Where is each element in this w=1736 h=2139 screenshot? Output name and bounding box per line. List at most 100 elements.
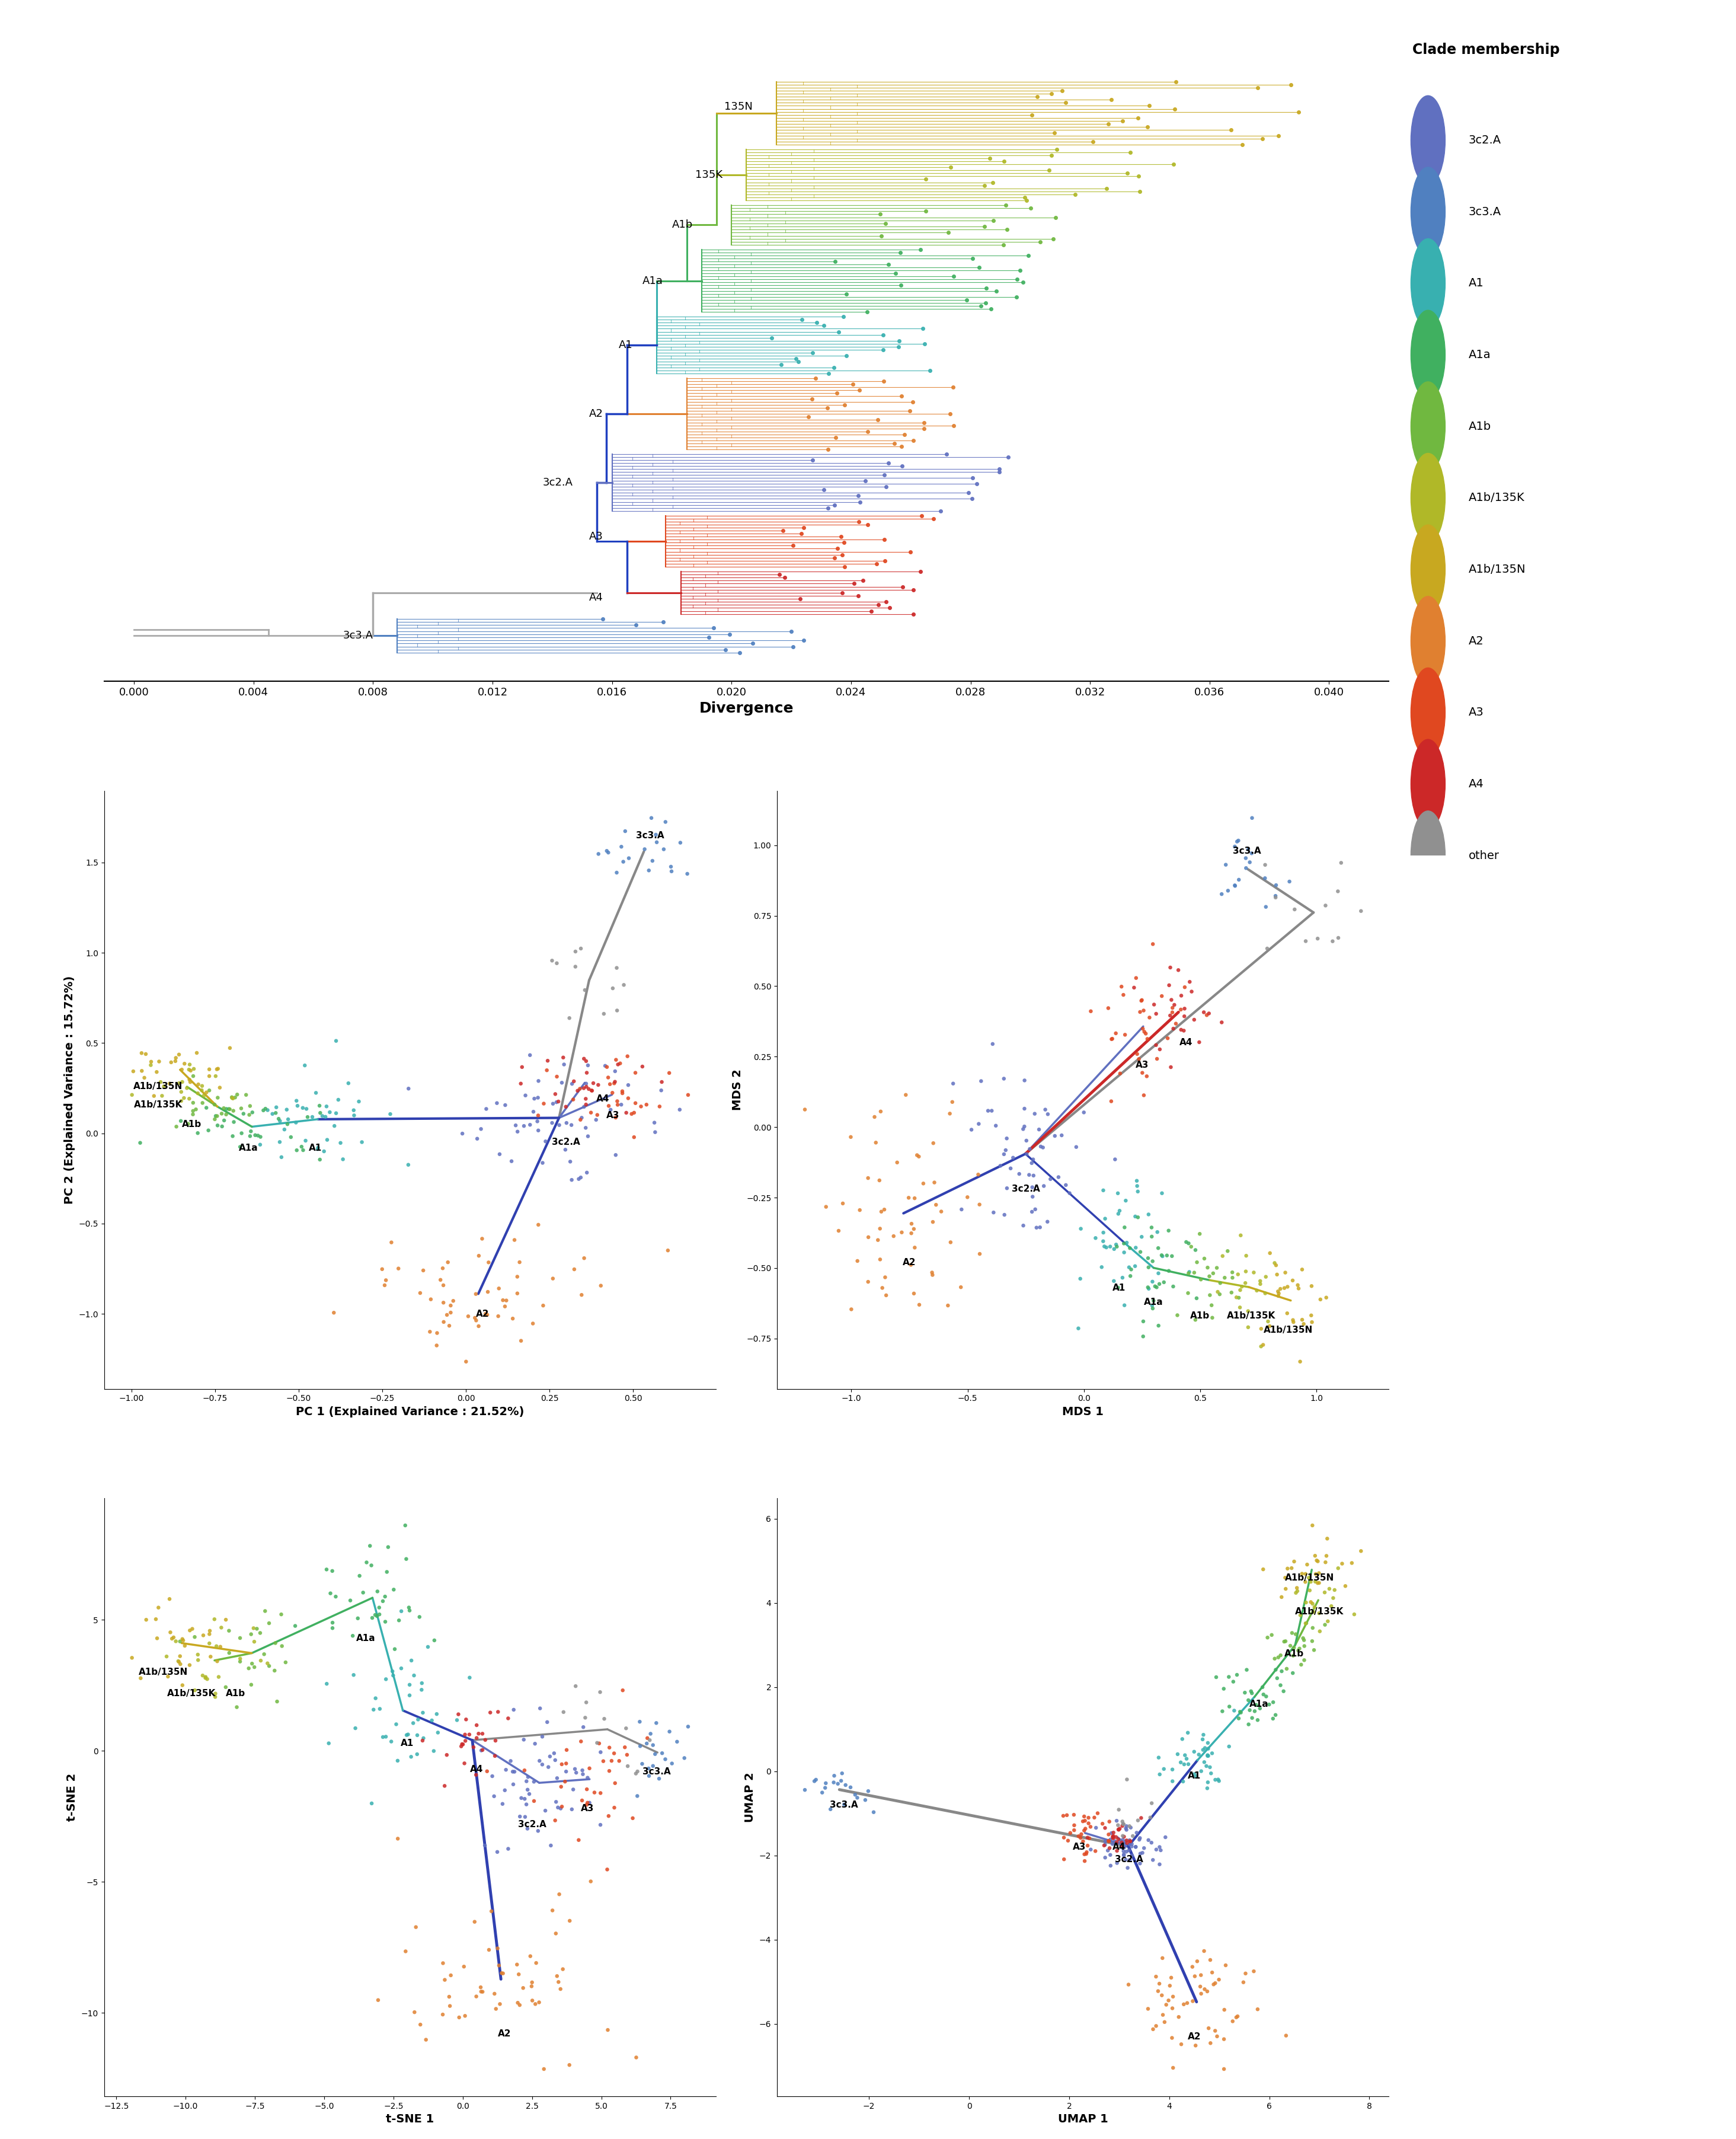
Point: [325, 1082, 352, 1117]
Point: [1271, 1256, 1299, 1290]
Point: [372, 1662, 399, 1696]
Point: [602, 992, 630, 1027]
Point: [578, 1074, 606, 1108]
Point: [569, 1042, 597, 1076]
Point: [1158, 1765, 1186, 1799]
Point: [170, 1624, 198, 1658]
Point: [505, 1245, 533, 1279]
Point: [1191, 1241, 1219, 1275]
Point: [601, 1767, 628, 1801]
Point: [201, 1602, 229, 1636]
Point: [491, 1290, 519, 1324]
Point: [1132, 1016, 1160, 1050]
Point: [549, 1040, 576, 1074]
Text: A1: A1: [401, 1739, 413, 1748]
Point: [1090, 1829, 1118, 1863]
Point: [1149, 1940, 1177, 1974]
Point: [1137, 1801, 1165, 1835]
Point: [1118, 1827, 1146, 1861]
Text: A1b/135K: A1b/135K: [167, 1690, 215, 1698]
Point: [451, 1345, 479, 1380]
Point: [974, 1093, 1002, 1127]
Point: [394, 1149, 422, 1183]
Point: [1017, 1147, 1045, 1181]
Point: [1276, 1628, 1304, 1662]
Point: [203, 1052, 231, 1087]
Point: [1208, 1005, 1236, 1040]
Point: [1279, 1264, 1307, 1298]
Point: [608, 830, 635, 864]
Point: [1205, 1765, 1233, 1799]
Point: [437, 1957, 465, 1991]
Point: [149, 1070, 177, 1104]
Point: [561, 1251, 589, 1286]
Point: [1130, 1305, 1158, 1339]
Point: [564, 1822, 592, 1857]
Point: [299, 1099, 326, 1134]
Point: [443, 1703, 470, 1737]
Point: [1332, 1568, 1359, 1602]
Point: [587, 1775, 615, 1810]
Point: [519, 1307, 547, 1341]
Point: [651, 1741, 679, 1775]
Point: [1146, 1266, 1174, 1301]
Point: [1012, 1123, 1040, 1157]
Point: [1088, 1249, 1116, 1283]
Point: [547, 1769, 575, 1803]
Point: [1042, 1119, 1069, 1153]
Point: [641, 1106, 668, 1140]
Point: [340, 1093, 368, 1127]
Point: [424, 1328, 451, 1363]
Point: [304, 1132, 332, 1166]
Point: [621, 1756, 649, 1790]
Point: [583, 1726, 611, 1760]
Point: [1170, 992, 1198, 1027]
Point: [1139, 1264, 1167, 1298]
Point: [1267, 1653, 1295, 1688]
Point: [1226, 862, 1253, 896]
Point: [372, 1579, 399, 1613]
Point: [1264, 1258, 1292, 1292]
Point: [1019, 1179, 1047, 1213]
Point: [474, 1298, 502, 1333]
Point: [1111, 1211, 1139, 1245]
Point: [646, 1763, 674, 1797]
Text: A1: A1: [618, 340, 634, 351]
Point: [1130, 1078, 1158, 1112]
Point: [602, 950, 630, 984]
Point: [550, 1765, 578, 1799]
Point: [144, 1621, 172, 1656]
Point: [1163, 1298, 1191, 1333]
Point: [372, 1268, 399, 1303]
Point: [205, 1052, 233, 1087]
Point: [1019, 1159, 1047, 1194]
Point: [448, 1117, 476, 1151]
Text: A3: A3: [1135, 1061, 1149, 1070]
Point: [1108, 1825, 1135, 1859]
Point: [561, 1752, 589, 1786]
Point: [212, 1602, 240, 1636]
Point: [569, 1089, 597, 1123]
Point: [549, 1748, 576, 1782]
Point: [424, 1715, 451, 1750]
Point: [540, 1737, 568, 1771]
Point: [1222, 1281, 1250, 1315]
Point: [1299, 1611, 1326, 1645]
Point: [1033, 1204, 1061, 1238]
Point: [1347, 1534, 1375, 1568]
Point: [436, 1979, 464, 2013]
Point: [377, 1724, 404, 1758]
Point: [521, 1784, 549, 1818]
Point: [604, 1048, 632, 1082]
Point: [1101, 1232, 1128, 1266]
Point: [1088, 1807, 1116, 1842]
Point: [590, 1703, 618, 1737]
Point: [1305, 1615, 1333, 1649]
Point: [542, 1917, 569, 1951]
Point: [187, 1070, 215, 1104]
Point: [1076, 1833, 1104, 1867]
Point: [1061, 1807, 1088, 1842]
Point: [408, 1724, 436, 1758]
Point: [1128, 984, 1156, 1018]
Text: A1b: A1b: [1469, 421, 1491, 432]
